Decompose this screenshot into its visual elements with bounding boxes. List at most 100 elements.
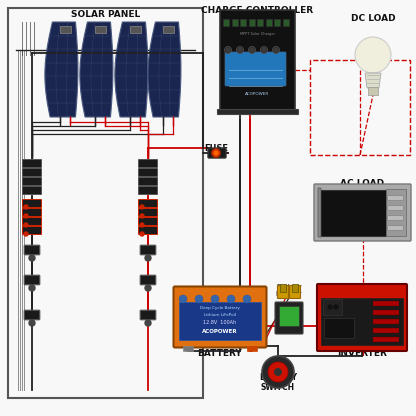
- FancyBboxPatch shape: [22, 168, 42, 176]
- Circle shape: [140, 232, 144, 236]
- Text: CHARGE CONTROLLER: CHARGE CONTROLLER: [201, 6, 314, 15]
- Circle shape: [24, 223, 28, 227]
- FancyBboxPatch shape: [314, 184, 411, 241]
- FancyBboxPatch shape: [275, 302, 303, 334]
- FancyBboxPatch shape: [220, 10, 295, 110]
- FancyBboxPatch shape: [22, 200, 42, 208]
- Circle shape: [211, 295, 219, 303]
- FancyBboxPatch shape: [139, 218, 158, 225]
- Circle shape: [274, 368, 282, 376]
- FancyBboxPatch shape: [386, 189, 406, 236]
- FancyBboxPatch shape: [139, 178, 158, 186]
- FancyBboxPatch shape: [248, 19, 255, 26]
- FancyBboxPatch shape: [373, 301, 399, 306]
- Circle shape: [29, 285, 35, 291]
- Text: INVERTER: INVERTER: [337, 349, 387, 358]
- FancyBboxPatch shape: [94, 25, 106, 32]
- Polygon shape: [148, 22, 181, 117]
- FancyBboxPatch shape: [388, 216, 403, 220]
- FancyBboxPatch shape: [22, 218, 42, 225]
- Circle shape: [260, 47, 267, 54]
- Circle shape: [211, 149, 220, 158]
- Circle shape: [140, 223, 144, 227]
- Circle shape: [29, 255, 35, 261]
- FancyBboxPatch shape: [140, 275, 156, 285]
- Text: Deep Cycle Battery: Deep Cycle Battery: [200, 306, 240, 310]
- Text: ACOPOWER: ACOPOWER: [245, 92, 270, 96]
- FancyBboxPatch shape: [59, 25, 70, 32]
- FancyBboxPatch shape: [265, 19, 272, 26]
- FancyBboxPatch shape: [388, 206, 403, 210]
- Text: FUSE: FUSE: [204, 144, 228, 153]
- FancyBboxPatch shape: [139, 208, 158, 216]
- FancyBboxPatch shape: [217, 109, 298, 114]
- FancyBboxPatch shape: [208, 148, 226, 158]
- Text: SOLAR PANEL: SOLAR PANEL: [71, 10, 140, 19]
- FancyBboxPatch shape: [139, 168, 158, 176]
- Polygon shape: [365, 73, 381, 88]
- Circle shape: [273, 47, 278, 52]
- Circle shape: [213, 151, 218, 156]
- FancyBboxPatch shape: [223, 19, 229, 26]
- Circle shape: [140, 205, 144, 209]
- FancyBboxPatch shape: [24, 275, 40, 285]
- FancyBboxPatch shape: [24, 310, 40, 320]
- Circle shape: [237, 47, 243, 54]
- FancyBboxPatch shape: [231, 19, 238, 26]
- FancyBboxPatch shape: [292, 284, 298, 292]
- Circle shape: [195, 295, 203, 303]
- Circle shape: [238, 47, 243, 52]
- FancyBboxPatch shape: [139, 159, 158, 168]
- Circle shape: [272, 47, 280, 54]
- FancyBboxPatch shape: [321, 298, 403, 345]
- Text: BATTERY
SWITCH: BATTERY SWITCH: [259, 373, 297, 392]
- FancyBboxPatch shape: [317, 190, 386, 235]
- FancyBboxPatch shape: [183, 346, 193, 351]
- Circle shape: [145, 255, 151, 261]
- FancyBboxPatch shape: [388, 226, 403, 230]
- Circle shape: [248, 47, 255, 54]
- FancyBboxPatch shape: [22, 186, 42, 195]
- Circle shape: [24, 232, 28, 236]
- Circle shape: [334, 305, 338, 309]
- FancyBboxPatch shape: [163, 25, 173, 32]
- Circle shape: [24, 214, 28, 218]
- FancyBboxPatch shape: [373, 319, 399, 324]
- Text: Lithium LiFePo4: Lithium LiFePo4: [204, 313, 236, 317]
- Circle shape: [145, 320, 151, 326]
- Circle shape: [225, 47, 230, 52]
- FancyBboxPatch shape: [290, 285, 300, 299]
- FancyBboxPatch shape: [280, 284, 286, 292]
- FancyBboxPatch shape: [139, 200, 158, 208]
- FancyBboxPatch shape: [279, 306, 299, 326]
- Circle shape: [24, 205, 28, 209]
- FancyBboxPatch shape: [225, 52, 286, 86]
- FancyBboxPatch shape: [22, 178, 42, 186]
- FancyBboxPatch shape: [317, 284, 407, 351]
- FancyBboxPatch shape: [318, 188, 321, 237]
- FancyBboxPatch shape: [139, 226, 158, 235]
- FancyBboxPatch shape: [22, 159, 42, 168]
- Circle shape: [29, 320, 35, 326]
- Circle shape: [355, 37, 391, 73]
- Polygon shape: [45, 22, 78, 117]
- FancyBboxPatch shape: [388, 196, 403, 200]
- Circle shape: [145, 285, 151, 291]
- Circle shape: [179, 295, 187, 303]
- Circle shape: [262, 47, 267, 52]
- Circle shape: [262, 356, 294, 388]
- Polygon shape: [80, 22, 113, 117]
- FancyBboxPatch shape: [274, 19, 280, 26]
- Circle shape: [243, 295, 251, 303]
- FancyBboxPatch shape: [22, 226, 42, 235]
- Polygon shape: [115, 22, 148, 117]
- Text: Battery
Monitor: Battery Monitor: [276, 284, 302, 297]
- FancyBboxPatch shape: [139, 186, 158, 195]
- Circle shape: [328, 305, 332, 309]
- FancyBboxPatch shape: [247, 346, 257, 351]
- FancyBboxPatch shape: [129, 25, 141, 32]
- Text: 12.8V  100Ah: 12.8V 100Ah: [203, 320, 237, 325]
- FancyBboxPatch shape: [324, 300, 342, 315]
- FancyBboxPatch shape: [140, 310, 156, 320]
- Text: ACOPOWER: ACOPOWER: [202, 329, 238, 334]
